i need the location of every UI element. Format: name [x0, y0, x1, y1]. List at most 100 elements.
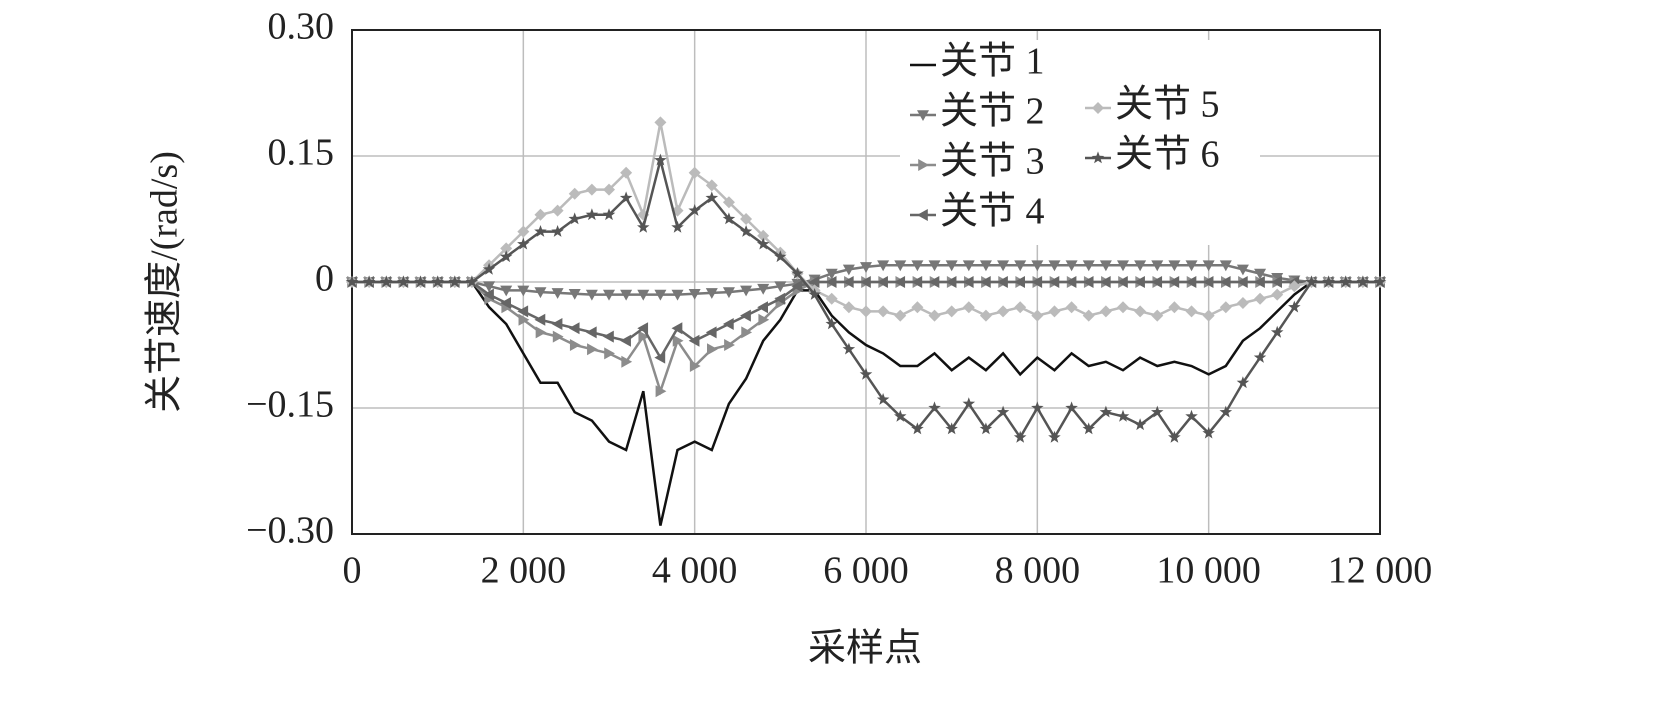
marker — [860, 276, 871, 288]
marker — [962, 397, 976, 410]
marker — [1219, 405, 1233, 418]
marker — [1116, 409, 1130, 422]
marker — [517, 237, 530, 250]
marker — [1254, 292, 1267, 305]
legend-marker — [917, 209, 928, 221]
marker — [688, 334, 700, 347]
marker — [979, 260, 992, 272]
marker — [534, 208, 547, 221]
marker — [945, 422, 958, 435]
marker — [791, 280, 803, 293]
marker — [1134, 305, 1147, 318]
marker — [911, 260, 924, 272]
marker — [1151, 405, 1164, 418]
marker — [1014, 301, 1027, 314]
marker — [568, 187, 581, 200]
marker — [689, 360, 701, 372]
marker — [962, 260, 975, 272]
marker — [707, 343, 718, 356]
marker — [808, 276, 820, 288]
marker — [500, 285, 513, 297]
legend-label: 关节 2 — [940, 91, 1045, 133]
marker — [722, 212, 736, 225]
marker — [482, 262, 496, 275]
marker — [979, 309, 992, 322]
marker — [1099, 276, 1111, 288]
marker — [672, 334, 684, 347]
marker — [1219, 260, 1232, 272]
legend-label: 关节 3 — [940, 141, 1045, 183]
marker — [894, 276, 906, 288]
marker — [860, 262, 872, 273]
legend-marker — [917, 110, 929, 121]
marker — [979, 276, 991, 288]
x-axis-label: 采样点 — [808, 628, 922, 670]
x-tick-label: 12 000 — [1328, 550, 1433, 592]
marker — [1151, 276, 1163, 288]
marker — [808, 288, 821, 300]
legend-marker — [1092, 102, 1104, 114]
marker — [552, 330, 564, 343]
marker — [1168, 430, 1181, 443]
marker — [928, 260, 941, 272]
marker — [739, 225, 753, 237]
marker — [654, 289, 667, 301]
marker — [1031, 260, 1044, 272]
marker — [1133, 418, 1147, 431]
marker — [1185, 409, 1198, 422]
marker — [654, 351, 666, 364]
marker — [842, 276, 854, 288]
marker — [637, 220, 650, 233]
x-tick-label: 8 000 — [995, 550, 1081, 592]
marker — [585, 289, 598, 301]
marker — [1356, 275, 1370, 288]
marker — [1031, 309, 1044, 322]
marker — [465, 275, 479, 288]
marker — [500, 242, 513, 255]
marker — [705, 288, 718, 299]
marker — [928, 276, 940, 288]
y-tick-label: 0 — [315, 258, 334, 300]
marker — [1117, 260, 1129, 272]
marker — [1099, 405, 1113, 418]
marker — [894, 409, 907, 422]
marker — [945, 260, 958, 272]
marker — [517, 305, 529, 318]
marker — [671, 289, 684, 301]
marker — [741, 326, 753, 339]
marker — [1117, 301, 1129, 314]
marker — [621, 355, 633, 368]
marker — [534, 225, 547, 237]
marker — [1082, 309, 1095, 322]
legend-label: 关节 1 — [940, 41, 1045, 83]
marker — [604, 347, 615, 360]
marker — [603, 183, 615, 196]
marker — [962, 276, 974, 288]
marker — [1270, 325, 1284, 338]
marker — [740, 213, 753, 225]
marker — [1099, 305, 1112, 318]
x-tick-label: 10 000 — [1156, 550, 1261, 592]
marker — [380, 275, 393, 288]
marker — [877, 305, 890, 318]
marker — [551, 225, 564, 237]
marker — [740, 285, 753, 297]
marker — [585, 183, 598, 196]
marker — [1117, 276, 1128, 288]
marker — [825, 268, 838, 280]
marker — [877, 276, 888, 288]
marker — [1373, 275, 1387, 288]
marker — [1013, 430, 1027, 443]
marker — [448, 275, 462, 288]
x-tick-label: 4 000 — [652, 550, 738, 592]
marker — [724, 339, 735, 351]
marker — [1202, 260, 1215, 272]
y-tick-label: 0.30 — [268, 6, 335, 48]
marker — [756, 237, 770, 250]
marker — [534, 313, 546, 326]
marker — [620, 334, 631, 347]
marker — [568, 288, 581, 300]
marker — [1065, 301, 1078, 314]
marker — [1048, 260, 1061, 272]
